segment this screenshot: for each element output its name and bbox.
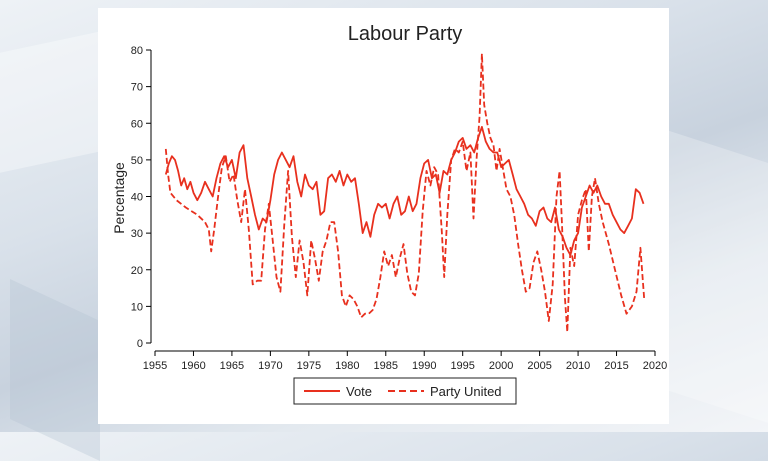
series-line-vote [164,126,645,256]
x-tick-label: 1980 [335,360,359,372]
legend-label-party-united: Party United [430,384,502,399]
y-tick-label: 70 [131,82,143,94]
x-tick-label: 1995 [450,360,474,372]
y-axis-label: Percentage [111,162,127,234]
series-line-party-united [164,52,646,333]
series-layer [164,52,646,333]
legend: Vote Party United [293,377,517,405]
y-tick-label: 20 [131,265,143,277]
x-tick-label: 2015 [604,360,628,372]
legend-label-vote: Vote [346,384,372,399]
x-tick-label: 1975 [297,360,321,372]
chart-title: Labour Party [348,23,463,45]
y-tick-label: 80 [131,45,143,57]
chart-card: Labour Party Percentage 0 10 20 30 40 50 60 70 8… [98,8,669,424]
x-tick-label: 1985 [374,360,398,372]
x-tick-label: 2005 [527,360,551,372]
x-tick-label: 1970 [258,360,282,372]
line-chart: Labour Party Percentage 0 10 20 30 40 50 60 70 8… [111,23,667,405]
x-tick-label: 2000 [489,360,513,372]
y-tick-label: 10 [131,301,143,313]
x-tick-label: 1960 [181,360,205,372]
background-stripe [658,127,768,433]
y-tick-label: 60 [131,118,143,130]
y-tick-label: 40 [131,192,143,204]
x-tick-label: 1965 [220,360,244,372]
x-tick-label: 2010 [566,360,590,372]
x-tick-label: 1955 [143,360,167,372]
y-tick-label: 0 [137,338,143,350]
y-tick-label: 30 [131,228,143,240]
axes: 0 10 20 30 40 50 60 70 80 1955 1960 1965 1970 1975 198… [131,45,667,372]
x-tick-label: 2020 [643,360,667,372]
background-stripe [10,279,100,461]
y-tick-label: 50 [131,155,143,167]
x-tick-label: 1990 [412,360,436,372]
